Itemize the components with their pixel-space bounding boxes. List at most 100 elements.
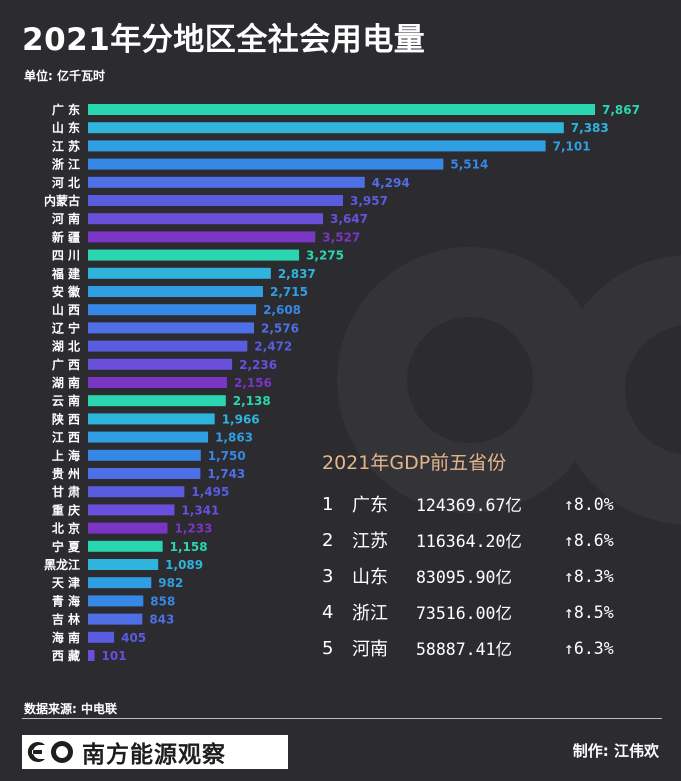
chart-title: 2021年分地区全社会用电量 bbox=[22, 22, 426, 58]
gdp-rank: 2 bbox=[322, 529, 334, 551]
category-label: 河 南 bbox=[51, 211, 80, 226]
bar bbox=[88, 431, 209, 443]
bar bbox=[88, 176, 365, 188]
value-label: 2,472 bbox=[254, 340, 292, 354]
value-label: 858 bbox=[150, 594, 175, 608]
category-label: 福 建 bbox=[51, 266, 81, 281]
gdp-growth: ↑8.5% bbox=[564, 602, 614, 622]
value-label: 2,236 bbox=[239, 358, 277, 372]
value-label: 5,514 bbox=[450, 158, 488, 172]
value-label: 2,138 bbox=[233, 394, 271, 408]
bar bbox=[88, 304, 257, 316]
bar bbox=[88, 577, 152, 589]
category-label: 吉 林 bbox=[52, 612, 80, 627]
eo-logo-icon bbox=[27, 741, 73, 763]
value-label: 1,863 bbox=[215, 431, 253, 445]
bar bbox=[88, 395, 226, 407]
gdp-row: 3 山东 83095.90亿 ↑8.3% bbox=[322, 558, 652, 594]
bar bbox=[88, 358, 233, 370]
value-label: 4,294 bbox=[372, 176, 410, 190]
category-label: 上 海 bbox=[52, 448, 80, 463]
value-label: 1,233 bbox=[174, 522, 212, 536]
category-label: 安 徽 bbox=[52, 284, 81, 299]
gdp-panel-title: 2021年GDP前五省份 bbox=[322, 452, 507, 474]
watermark-logo bbox=[337, 247, 681, 525]
bar bbox=[88, 559, 159, 570]
category-label: 贵 州 bbox=[52, 466, 80, 481]
gdp-province: 江苏 bbox=[352, 531, 388, 552]
brand-name: 南方能源观察 bbox=[82, 742, 226, 768]
gdp-growth: ↑8.3% bbox=[564, 566, 614, 586]
brand-logo: 南方能源观察 bbox=[22, 735, 288, 769]
value-label: 2,837 bbox=[278, 267, 316, 281]
gdp-row: 4 浙江 73516.00亿 ↑8.5% bbox=[322, 594, 652, 630]
value-label: 1,743 bbox=[207, 467, 245, 481]
value-label: 1,158 bbox=[170, 540, 208, 554]
category-label: 湖 南 bbox=[52, 375, 80, 390]
unit-label: 单位: 亿千瓦时 bbox=[24, 69, 105, 83]
bar bbox=[88, 195, 344, 206]
gdp-row: 5 河南 58887.41亿 ↑6.3% bbox=[322, 630, 652, 666]
value-label: 3,647 bbox=[330, 212, 368, 226]
value-label: 7,383 bbox=[571, 121, 609, 135]
bar bbox=[88, 504, 175, 516]
gdp-province: 广东 bbox=[352, 495, 388, 516]
bar bbox=[88, 213, 324, 225]
gdp-value: 124369.67亿 bbox=[416, 496, 522, 515]
value-label: 2,156 bbox=[234, 376, 272, 390]
value-label: 3,275 bbox=[306, 249, 344, 263]
category-label: 内蒙古 bbox=[44, 193, 80, 208]
bar bbox=[88, 522, 168, 534]
value-label: 1,750 bbox=[208, 449, 246, 463]
category-label: 青 海 bbox=[52, 593, 80, 608]
bar bbox=[88, 468, 201, 479]
category-label: 新 疆 bbox=[52, 229, 80, 244]
value-label: 2,715 bbox=[270, 285, 308, 299]
value-label: 2,608 bbox=[263, 303, 301, 317]
data-source: 数据来源: 中电联 bbox=[24, 702, 117, 716]
category-label: 浙 江 bbox=[52, 157, 80, 172]
bar bbox=[88, 449, 201, 461]
bar bbox=[88, 122, 564, 134]
gdp-value: 116364.20亿 bbox=[416, 532, 522, 551]
category-label: 宁 夏 bbox=[52, 539, 81, 554]
category-label: 陕 西 bbox=[52, 411, 80, 426]
value-label: 3,527 bbox=[322, 230, 360, 244]
bar bbox=[88, 267, 271, 279]
gdp-value: 58887.41亿 bbox=[416, 640, 512, 659]
value-label: 982 bbox=[158, 576, 183, 590]
category-label: 甘 肃 bbox=[52, 484, 80, 499]
gdp-province: 山东 bbox=[352, 567, 388, 588]
value-label: 2,576 bbox=[261, 321, 299, 335]
gdp-rank: 3 bbox=[322, 565, 334, 587]
bar bbox=[88, 486, 185, 498]
gdp-value: 73516.00亿 bbox=[416, 604, 512, 623]
gdp-row: 2 江苏 116364.20亿 ↑8.6% bbox=[322, 522, 652, 558]
value-label: 7,101 bbox=[553, 139, 591, 153]
gdp-rank: 1 bbox=[322, 493, 334, 515]
category-label: 广 西 bbox=[52, 357, 80, 372]
value-label: 1,966 bbox=[222, 412, 260, 426]
bar bbox=[88, 231, 316, 243]
category-label: 江 西 bbox=[52, 430, 80, 445]
footer-divider bbox=[22, 718, 662, 719]
gdp-top5-panel: 2021年GDP前五省份 1 广东 124369.67亿 ↑8.0% 2 江苏 … bbox=[322, 448, 652, 666]
bar bbox=[88, 631, 115, 643]
bar bbox=[88, 595, 144, 607]
category-label: 山 东 bbox=[52, 120, 80, 135]
category-label: 黑龙江 bbox=[44, 557, 80, 572]
value-label: 3,957 bbox=[350, 194, 388, 208]
category-label: 海 南 bbox=[52, 630, 80, 645]
category-label: 广 东 bbox=[52, 102, 80, 117]
value-label: 7,867 bbox=[602, 103, 640, 117]
bar bbox=[88, 377, 227, 388]
category-label: 西 藏 bbox=[52, 648, 80, 663]
bar bbox=[88, 158, 444, 170]
author-credit: 制作: 江伟欢 bbox=[572, 742, 659, 760]
bar bbox=[88, 286, 263, 297]
category-label: 辽 宁 bbox=[52, 320, 80, 335]
watermark-ring bbox=[555, 255, 681, 525]
bar bbox=[88, 540, 163, 552]
bar bbox=[88, 249, 300, 261]
